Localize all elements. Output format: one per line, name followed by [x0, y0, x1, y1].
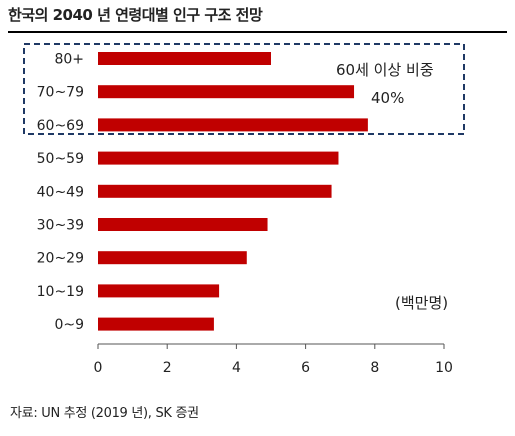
source-note: 자료: UN 추정 (2019 년), SK 증권 — [10, 406, 199, 421]
category-label-0~9: 0~9 — [54, 317, 84, 333]
highlight-value: 40% — [371, 89, 404, 107]
chart-title: 한국의 2040 년 연령대별 인구 구조 전망 — [8, 6, 263, 24]
bar-80+ — [98, 52, 271, 65]
x-tick-label: 10 — [435, 360, 453, 376]
x-tick-label: 6 — [301, 360, 310, 376]
bar-40~49 — [98, 184, 332, 198]
x-tick-label: 8 — [370, 360, 379, 376]
category-label-20~29: 20~29 — [37, 251, 84, 267]
x-tick-labels: 0 2 4 6 8 10 — [94, 344, 453, 376]
category-label-80+: 80+ — [54, 52, 84, 68]
bar-60~69 — [98, 118, 368, 132]
highlight-label: 60세 이상 비중 — [336, 61, 434, 79]
x-tick-label: 2 — [163, 360, 172, 376]
bar-70~79 — [98, 85, 355, 99]
x-tick-label: 4 — [232, 360, 241, 376]
category-label-60~69: 60~69 — [37, 118, 84, 134]
category-label-40~49: 40~49 — [37, 184, 84, 200]
bars-group — [98, 52, 368, 331]
category-label-10~19: 10~19 — [37, 284, 84, 300]
bar-30~39 — [98, 218, 268, 231]
bar-0~9 — [98, 317, 214, 331]
category-label-50~59: 50~59 — [37, 151, 84, 167]
bar-20~29 — [98, 251, 247, 265]
category-label-70~79: 70~79 — [37, 85, 84, 101]
title-rule — [8, 31, 507, 33]
highlight-box — [23, 43, 465, 135]
x-tick-label: 0 — [94, 360, 103, 376]
bar-10~19 — [98, 284, 220, 298]
unit-label: (백만명) — [395, 294, 448, 312]
category-labels: 80+ 70~79 60~69 50~59 40~49 30~39 20~29 10~19 0~… — [37, 52, 84, 334]
bar-50~59 — [98, 151, 339, 165]
category-label-30~39: 30~39 — [37, 218, 84, 234]
